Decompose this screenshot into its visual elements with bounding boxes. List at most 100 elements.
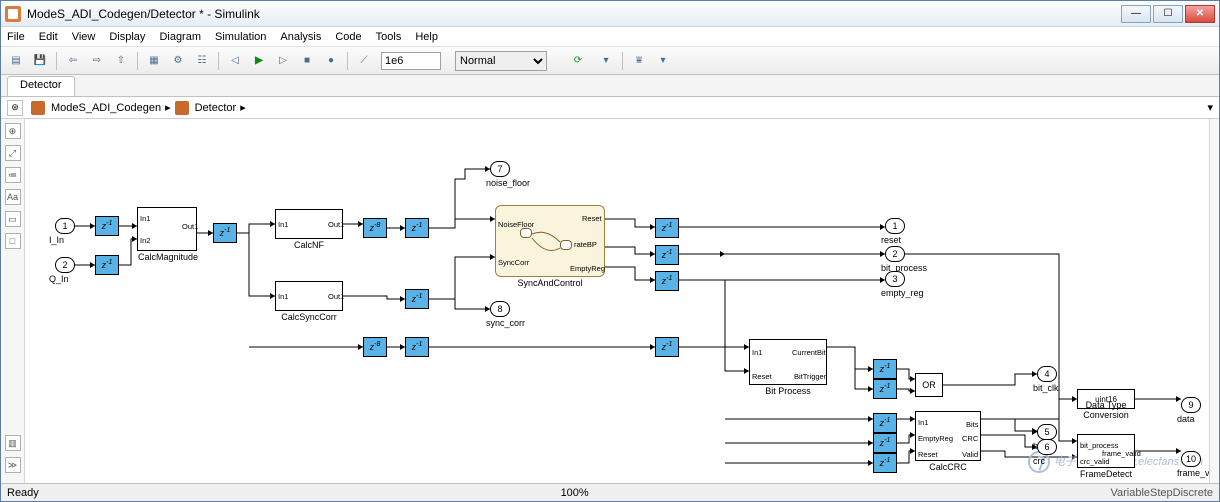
image-icon[interactable]: ▭ — [5, 211, 21, 227]
block-port: In1 — [918, 418, 928, 427]
nav-updown-icon[interactable]: ⊛ — [7, 100, 23, 116]
scope-icon[interactable]: ⟋ — [353, 50, 375, 72]
menu-display[interactable]: Display — [109, 31, 145, 43]
outport-bit_process[interactable]: 2 — [885, 246, 905, 262]
outport-sync_corr[interactable]: 8 — [490, 301, 510, 317]
new-icon[interactable]: ▤ — [5, 50, 27, 72]
outport-crc[interactable]: 6 — [1037, 439, 1057, 455]
fit-icon[interactable]: ⤢ — [5, 145, 21, 161]
menu-tools[interactable]: Tools — [376, 31, 402, 43]
library-icon[interactable]: ▦ — [143, 50, 165, 72]
menu-code[interactable]: Code — [335, 31, 361, 43]
menu-file[interactable]: File — [7, 31, 25, 43]
config-icon[interactable]: ⚙ — [167, 50, 189, 72]
delay-block[interactable]: z-1 — [405, 337, 429, 357]
close-button[interactable]: ✕ — [1185, 5, 1215, 23]
breadcrumb-root[interactable]: ModeS_ADI_Codegen — [51, 102, 161, 114]
block-port: Bits — [966, 420, 979, 429]
canvas[interactable]: 电子发烧友 www.elecfans.com 1I_In2Q_In7noise_… — [25, 119, 1209, 483]
toolbar: ▤ 💾 ⇦ ⇨ ⇧ ▦ ⚙ ☷ ◁ ▶ ▷ ■ ● ⟋ Normal ⟳ ▾ ⩸… — [1, 47, 1219, 75]
delay-block[interactable]: z-1 — [655, 337, 679, 357]
block-port: In1 — [278, 292, 288, 301]
outport-frame_valid[interactable]: 10 — [1181, 451, 1201, 467]
block-port: Reset — [918, 450, 938, 459]
menu-diagram[interactable]: Diagram — [159, 31, 201, 43]
block-syncandcontrol[interactable]: NoiseFloorSyncCorrResetrateBPEmptyRegSyn… — [495, 205, 605, 277]
step-fwd-icon[interactable]: ▷ — [272, 50, 294, 72]
record-icon[interactable]: ● — [320, 50, 342, 72]
area-icon[interactable]: □ — [5, 233, 21, 249]
block-port: Out1 — [328, 220, 344, 229]
block-port: In2 — [140, 236, 150, 245]
back-icon[interactable]: ⇦ — [62, 50, 84, 72]
delay-block[interactable]: z-1 — [873, 453, 897, 473]
delay-block[interactable]: z-8 — [363, 218, 387, 238]
info-icon[interactable]: ≫ — [5, 457, 21, 473]
block-port: In1 — [752, 348, 762, 357]
sample-icon[interactable]: ≔ — [5, 167, 21, 183]
menu-help[interactable]: Help — [415, 31, 438, 43]
save-icon[interactable]: 💾 — [29, 50, 51, 72]
delay-block[interactable]: z-1 — [873, 433, 897, 453]
tab-detector[interactable]: Detector — [7, 76, 75, 96]
breadcrumb-current[interactable]: Detector — [195, 102, 237, 114]
inport-Q_In[interactable]: 2 — [55, 257, 75, 273]
birdseye-icon[interactable]: ▥ — [5, 435, 21, 451]
outport-noise_floor[interactable]: 7 — [490, 161, 510, 177]
port-label: Q_In — [49, 274, 69, 284]
up-icon[interactable]: ⇧ — [110, 50, 132, 72]
delay-block[interactable]: z-1 — [655, 245, 679, 265]
fastrestart-icon[interactable]: ⟳ — [567, 50, 589, 72]
port-label: frame_valid — [1177, 468, 1209, 478]
block-dtc[interactable]: uint16Data Type Conversion — [1077, 389, 1135, 409]
menu-edit[interactable]: Edit — [39, 31, 58, 43]
menu-analysis[interactable]: Analysis — [280, 31, 321, 43]
outport-bits[interactable]: 5 — [1037, 424, 1057, 440]
delay-block[interactable]: z-8 — [363, 337, 387, 357]
block-bit-process[interactable]: In1ResetCurrentBitBitTriggerBit Process — [749, 339, 827, 385]
maximize-button[interactable]: ☐ — [1153, 5, 1183, 23]
explorer-icon[interactable]: ☷ — [191, 50, 213, 72]
block-calcnf[interactable]: In1Out1CalcNF — [275, 209, 343, 239]
stop-icon[interactable]: ■ — [296, 50, 318, 72]
step-back-icon[interactable]: ◁ — [224, 50, 246, 72]
dropdown-icon[interactable]: ▾ — [595, 50, 617, 72]
delay-block[interactable]: z-1 — [405, 218, 429, 238]
subsystem-icon — [175, 101, 189, 115]
minimize-button[interactable]: — — [1121, 5, 1151, 23]
delay-block[interactable]: z-1 — [405, 289, 429, 309]
block-or[interactable]: OR — [915, 373, 943, 397]
forward-icon[interactable]: ⇨ — [86, 50, 108, 72]
sim-mode-select[interactable]: Normal — [455, 51, 547, 71]
delay-block[interactable]: z-1 — [95, 255, 119, 275]
block-calcsynccorr[interactable]: In1Out1CalcSyncCorr — [275, 281, 343, 311]
outport-reset[interactable]: 1 — [885, 218, 905, 234]
titlebar: ModeS_ADI_Codegen/Detector * - Simulink … — [1, 1, 1219, 27]
stoptime-input[interactable] — [381, 52, 441, 70]
delay-block[interactable]: z-1 — [873, 413, 897, 433]
outport-empty_reg[interactable]: 3 — [885, 271, 905, 287]
block-port: BitTrigger — [794, 372, 826, 381]
block-calccrc[interactable]: In1EmptyRegResetBitsCRCValidCalcCRC — [915, 411, 981, 461]
menu-view[interactable]: View — [72, 31, 96, 43]
delay-block[interactable]: z-1 — [655, 271, 679, 291]
zoom-icon[interactable]: ⊕ — [5, 123, 21, 139]
dropdown2-icon[interactable]: ▾ — [652, 50, 674, 72]
block-framedetect[interactable]: bit_processcrc_validframe_validFrameDete… — [1077, 434, 1135, 468]
outport-bit_clk[interactable]: 4 — [1037, 366, 1057, 382]
delay-block[interactable]: z-1 — [95, 216, 119, 236]
block-calcmagnitude[interactable]: In1In2Out1CalcMagnitude — [137, 207, 197, 251]
annot-icon[interactable]: Aa — [5, 189, 21, 205]
block-label: CalcNF — [276, 240, 342, 250]
run-icon[interactable]: ▶ — [248, 50, 270, 72]
breadcrumb-menu-icon[interactable]: ▾ — [1207, 101, 1213, 114]
delay-block[interactable]: z-1 — [873, 359, 897, 379]
gauge-icon[interactable]: ⩸ — [628, 50, 650, 72]
port-label: reset — [881, 235, 901, 245]
delay-block[interactable]: z-1 — [213, 223, 237, 243]
menu-simulation[interactable]: Simulation — [215, 31, 266, 43]
delay-block[interactable]: z-1 — [655, 218, 679, 238]
inport-I_In[interactable]: 1 — [55, 218, 75, 234]
delay-block[interactable]: z-1 — [873, 379, 897, 399]
outport-data[interactable]: 9 — [1181, 397, 1201, 413]
